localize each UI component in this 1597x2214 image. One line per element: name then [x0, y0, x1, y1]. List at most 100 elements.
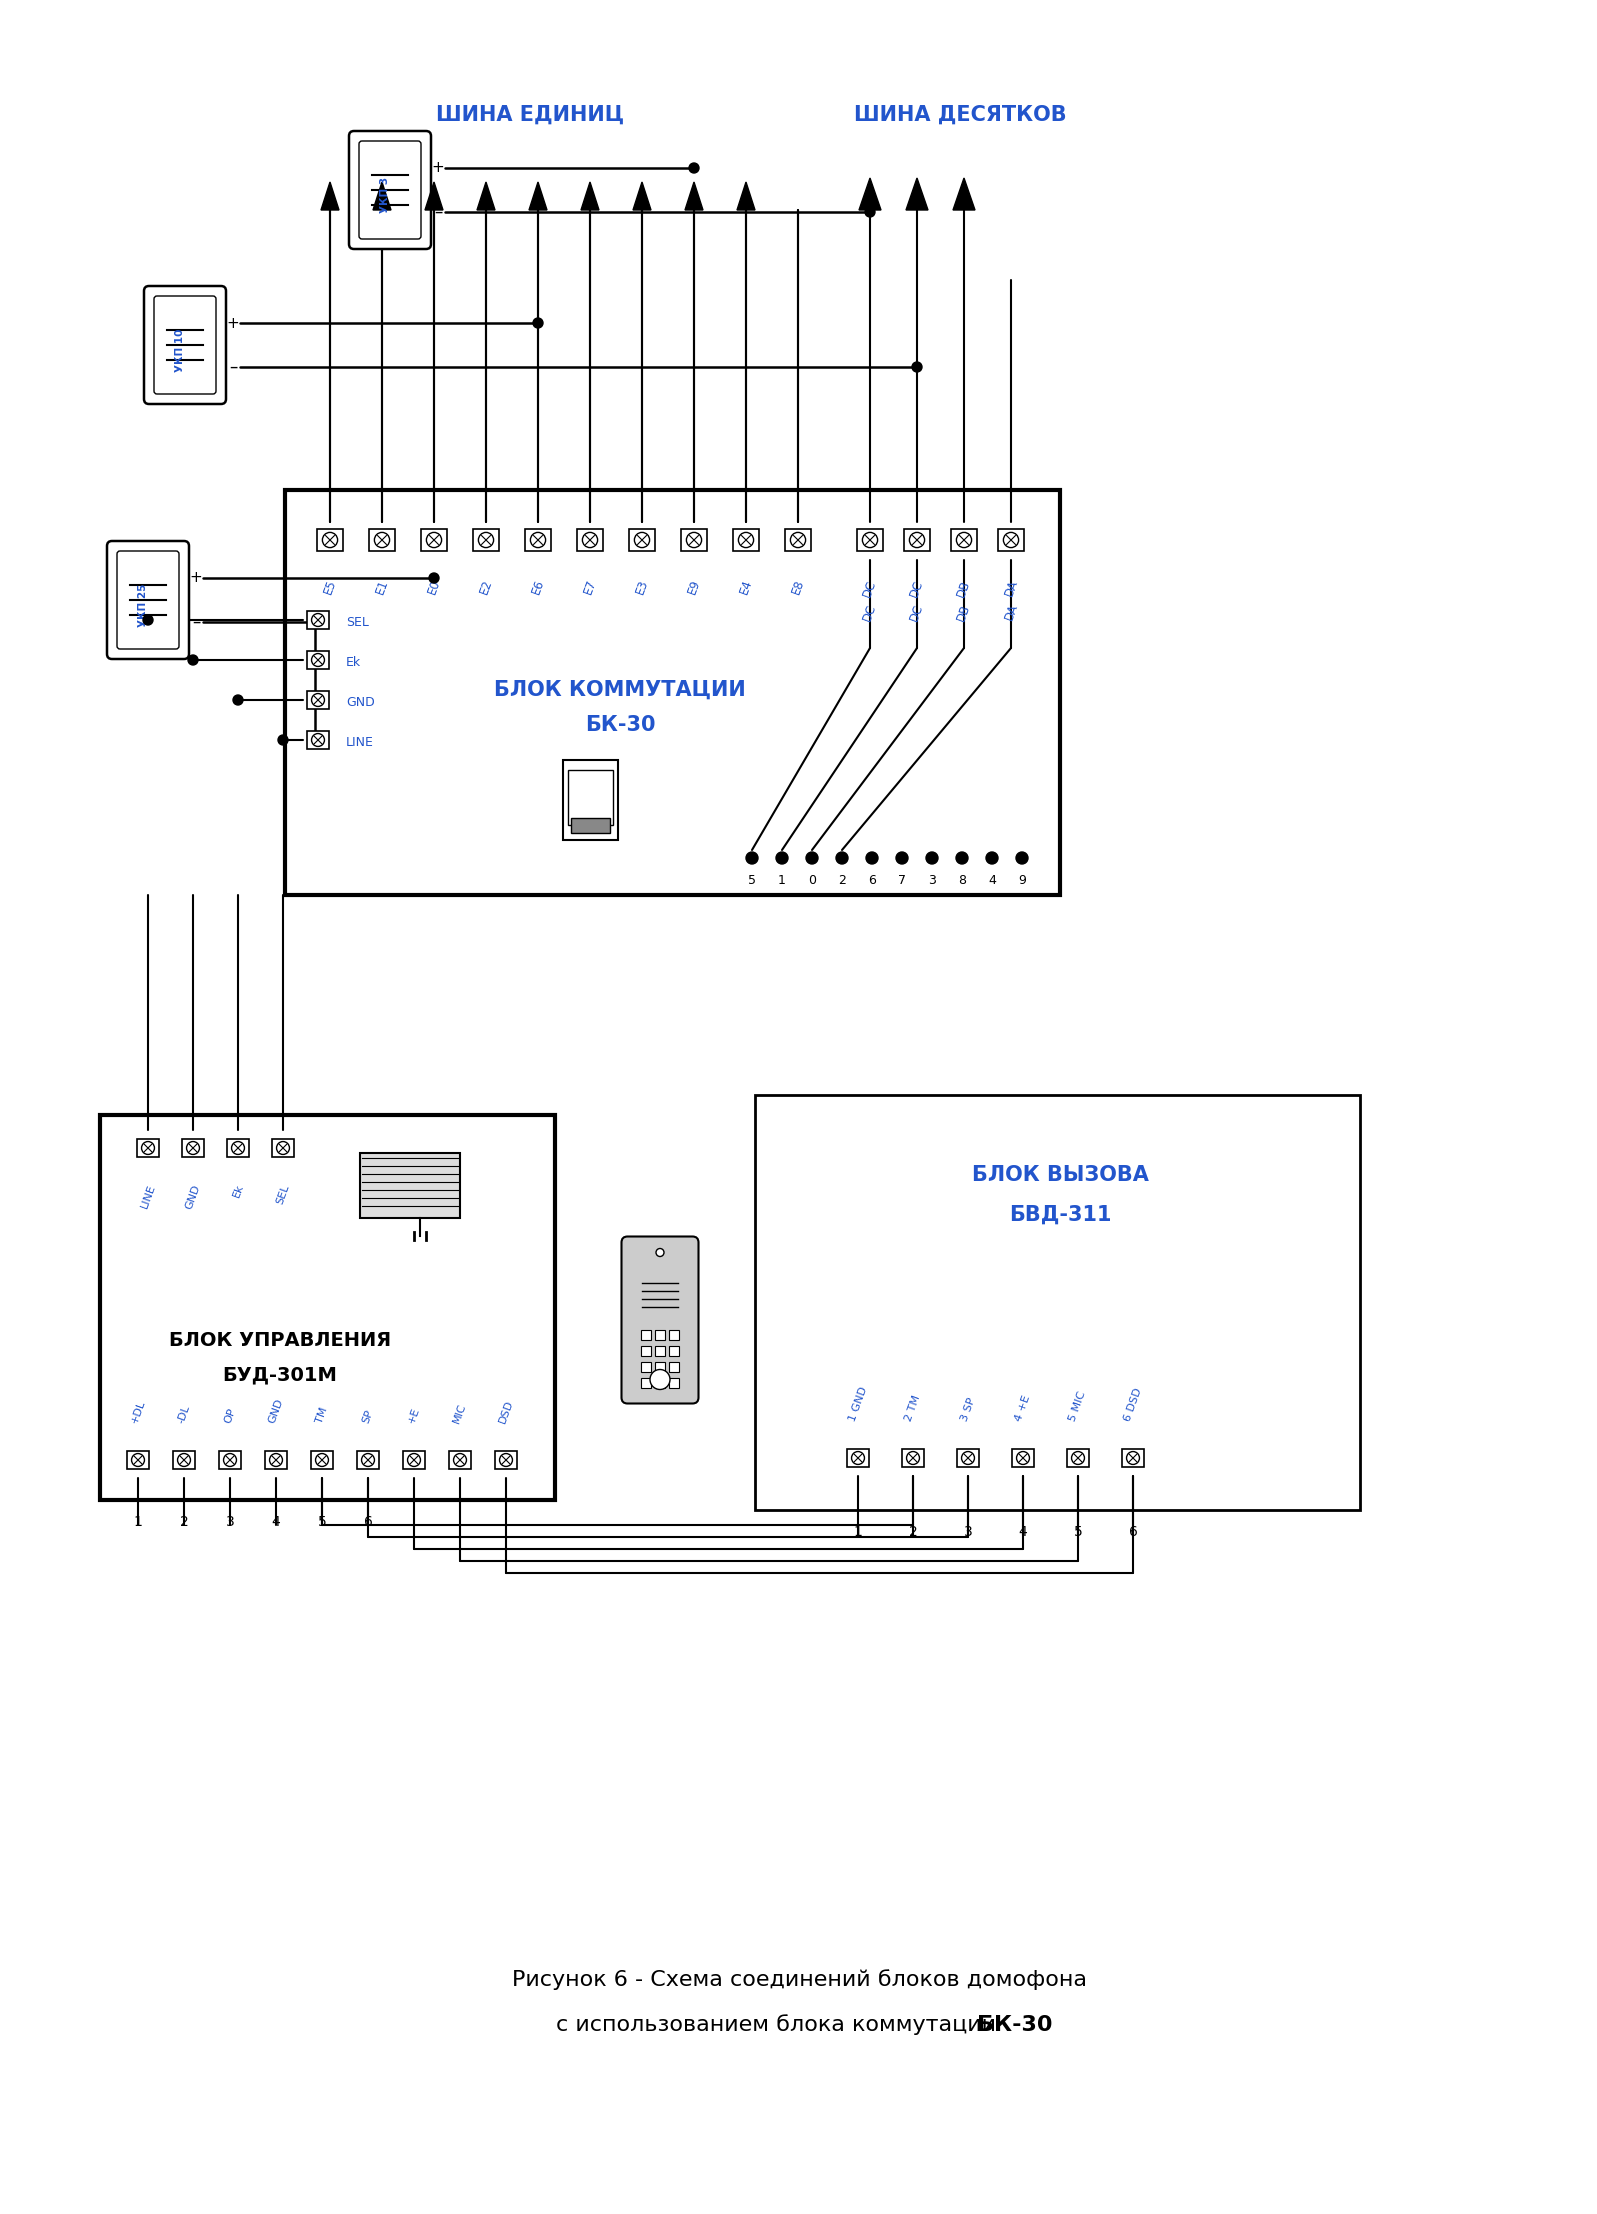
Polygon shape: [321, 182, 339, 210]
Text: 4: 4: [271, 1514, 281, 1530]
Circle shape: [1126, 1452, 1140, 1463]
Bar: [369, 529, 394, 551]
Text: БВД-311: БВД-311: [1009, 1204, 1112, 1224]
FancyBboxPatch shape: [153, 297, 216, 394]
Circle shape: [311, 733, 324, 746]
Text: +E: +E: [407, 1406, 422, 1426]
Text: E1: E1: [374, 578, 391, 596]
Text: 2: 2: [179, 1514, 188, 1530]
Bar: [1012, 1448, 1033, 1468]
Text: E9: E9: [685, 578, 703, 596]
Bar: [669, 1331, 679, 1339]
Text: 2 TM: 2 TM: [904, 1395, 923, 1424]
Polygon shape: [425, 182, 442, 210]
Bar: [562, 759, 618, 839]
Circle shape: [1003, 531, 1019, 547]
Bar: [904, 529, 929, 551]
Bar: [957, 1448, 979, 1468]
FancyBboxPatch shape: [359, 142, 422, 239]
Circle shape: [1017, 1452, 1030, 1463]
Polygon shape: [529, 182, 548, 210]
Circle shape: [311, 613, 324, 627]
Text: 5: 5: [747, 875, 755, 886]
Text: DB: DB: [955, 602, 973, 622]
Text: -DL: -DL: [176, 1404, 192, 1426]
Text: E7: E7: [581, 578, 599, 596]
Text: 4: 4: [989, 875, 997, 886]
Circle shape: [851, 1452, 864, 1463]
Circle shape: [131, 1455, 144, 1466]
Text: Ek: Ek: [347, 658, 361, 669]
Circle shape: [533, 319, 543, 328]
Circle shape: [232, 1142, 244, 1153]
Circle shape: [1016, 852, 1028, 863]
Circle shape: [144, 615, 153, 624]
Text: MIC: MIC: [452, 1401, 468, 1426]
Circle shape: [233, 695, 243, 704]
Text: БЛОК УПРАВЛЕНИЯ: БЛОК УПРАВЛЕНИЯ: [169, 1331, 391, 1351]
Bar: [640, 1331, 652, 1339]
Text: GND: GND: [267, 1397, 284, 1426]
Text: 9: 9: [1017, 875, 1025, 886]
Circle shape: [866, 852, 878, 863]
Bar: [567, 770, 613, 826]
Text: DC: DC: [909, 602, 926, 622]
Bar: [307, 611, 329, 629]
Bar: [680, 529, 707, 551]
Text: Рисунок 6 - Схема соединений блоков домофона: Рисунок 6 - Схема соединений блоков домо…: [513, 1970, 1088, 1990]
FancyBboxPatch shape: [350, 131, 431, 248]
Bar: [846, 1448, 869, 1468]
Text: 3: 3: [225, 1514, 235, 1530]
Text: 3: 3: [928, 875, 936, 886]
Bar: [669, 1377, 679, 1388]
Circle shape: [806, 852, 818, 863]
Text: УКП 10: УКП 10: [176, 328, 185, 372]
Text: с использованием блока коммутации: с использованием блока коммутации: [556, 2015, 1003, 2035]
Text: E5: E5: [321, 578, 339, 596]
Text: 8: 8: [958, 875, 966, 886]
Bar: [402, 1450, 425, 1470]
Text: БК-30: БК-30: [585, 715, 655, 735]
Text: 2: 2: [838, 875, 846, 886]
Polygon shape: [581, 182, 599, 210]
Circle shape: [142, 1142, 155, 1153]
Text: SEL: SEL: [347, 615, 369, 629]
Circle shape: [270, 1455, 283, 1466]
Circle shape: [188, 655, 198, 664]
Text: БЛОК КОММУТАЦИИ: БЛОК КОММУТАЦИИ: [493, 680, 746, 700]
Bar: [358, 1450, 378, 1470]
Text: E3: E3: [634, 578, 650, 596]
Circle shape: [909, 531, 925, 547]
Text: 3: 3: [963, 1525, 973, 1539]
Bar: [137, 1138, 160, 1158]
FancyBboxPatch shape: [621, 1235, 698, 1404]
Text: 6: 6: [869, 875, 875, 886]
Text: 4: 4: [1019, 1525, 1027, 1539]
Circle shape: [957, 852, 968, 863]
Circle shape: [323, 531, 337, 547]
Circle shape: [311, 693, 324, 706]
Text: 7: 7: [898, 875, 905, 886]
Polygon shape: [632, 182, 652, 210]
Text: 6: 6: [1129, 1525, 1137, 1539]
Text: E4: E4: [738, 578, 755, 596]
Circle shape: [500, 1455, 513, 1466]
Bar: [1067, 1448, 1089, 1468]
Circle shape: [650, 1370, 671, 1390]
Text: 1: 1: [778, 875, 786, 886]
Circle shape: [634, 531, 650, 547]
Text: –: –: [192, 613, 200, 631]
Circle shape: [688, 164, 699, 173]
Bar: [227, 1138, 249, 1158]
Text: 5 MIC: 5 MIC: [1068, 1390, 1088, 1424]
Text: OP: OP: [222, 1408, 238, 1426]
Circle shape: [426, 531, 442, 547]
Text: SEL: SEL: [275, 1182, 291, 1207]
Bar: [570, 817, 610, 832]
Bar: [172, 1450, 195, 1470]
Bar: [449, 1450, 471, 1470]
Circle shape: [1072, 1452, 1084, 1463]
Text: E8: E8: [789, 578, 806, 596]
Text: БЛОК ВЫЗОВА: БЛОК ВЫЗОВА: [971, 1165, 1148, 1184]
Text: 2: 2: [909, 1525, 917, 1539]
